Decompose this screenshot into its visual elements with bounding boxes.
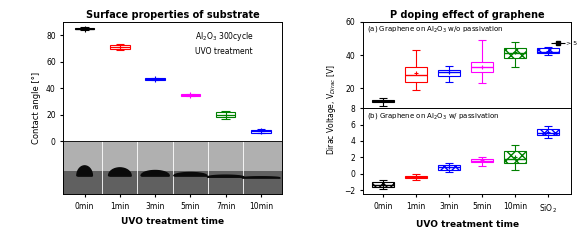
X-axis label: UVO treatment time: UVO treatment time xyxy=(121,217,224,226)
Bar xyxy=(251,130,271,133)
Bar xyxy=(504,48,526,58)
Text: Al$_2$O$_3$ 300cycle
UVO treatment: Al$_2$O$_3$ 300cycle UVO treatment xyxy=(194,31,254,56)
Text: > 50V: > 50V xyxy=(566,41,577,46)
Bar xyxy=(110,45,130,49)
Bar xyxy=(372,182,394,187)
X-axis label: UVO treatment time: UVO treatment time xyxy=(415,220,519,229)
Bar xyxy=(63,141,282,171)
Bar xyxy=(439,165,460,170)
Bar xyxy=(145,78,165,80)
Text: (a) Graphene on Al$_2$O$_3$ w/o passivation: (a) Graphene on Al$_2$O$_3$ w/o passivat… xyxy=(367,25,504,35)
Bar xyxy=(216,112,235,117)
Bar xyxy=(75,28,94,29)
Bar xyxy=(372,100,394,102)
Title: P doping effect of graphene: P doping effect of graphene xyxy=(390,10,545,20)
Bar xyxy=(537,129,559,135)
Polygon shape xyxy=(141,171,169,176)
Bar xyxy=(439,70,460,76)
Text: (b) Graphene on Al$_2$O$_3$ w/ passivation: (b) Graphene on Al$_2$O$_3$ w/ passivati… xyxy=(367,111,500,121)
Y-axis label: Contact angle [°]: Contact angle [°] xyxy=(32,72,40,144)
Bar xyxy=(471,62,493,72)
Polygon shape xyxy=(108,168,131,176)
Polygon shape xyxy=(174,173,207,176)
Bar xyxy=(405,67,426,82)
Bar xyxy=(537,48,559,53)
Bar xyxy=(63,171,282,194)
Polygon shape xyxy=(77,166,92,176)
Text: Dirac Voltage, V$_{Dirac}$ [V]: Dirac Voltage, V$_{Dirac}$ [V] xyxy=(325,64,338,155)
Title: Surface properties of substrate: Surface properties of substrate xyxy=(86,10,260,20)
Bar xyxy=(405,175,426,178)
Bar xyxy=(471,159,493,162)
Polygon shape xyxy=(242,177,280,178)
Bar xyxy=(181,94,200,95)
Polygon shape xyxy=(207,175,244,177)
Bar xyxy=(504,151,526,163)
